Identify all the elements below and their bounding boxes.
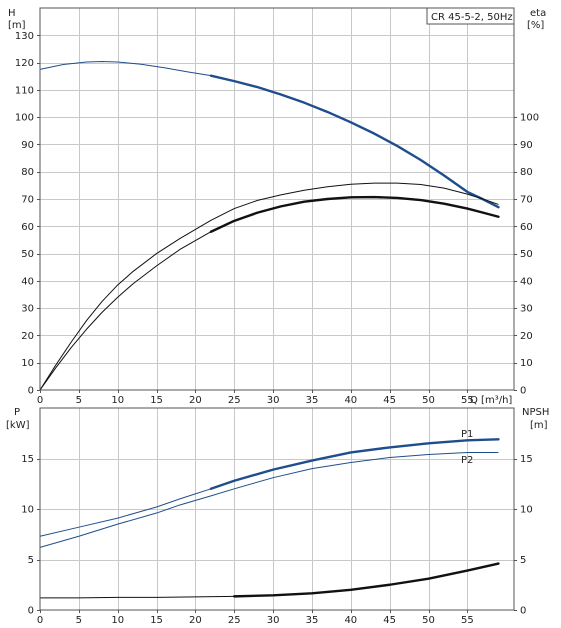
- y-left-tick-label: 120: [15, 58, 34, 69]
- x-tick-label: 50: [422, 615, 435, 626]
- bottom-y-left-label-name: P: [14, 407, 20, 418]
- top-chart-frame: [39, 7, 515, 391]
- series-line-bold-npsh: [233, 562, 500, 598]
- y-right-tick-label: 90: [520, 140, 533, 151]
- y-left-tick-label: 10: [21, 358, 34, 369]
- x-tick-label: 30: [267, 615, 280, 626]
- title-box: [426, 7, 515, 25]
- chart-title: CR 45-5-2, 50Hz: [431, 12, 513, 23]
- x-tick-label: 40: [344, 395, 357, 406]
- y-left-tick-label: 50: [21, 249, 34, 260]
- bottom-y-right-label-name: NPSH: [522, 407, 549, 418]
- series-line-bold-power_p1: [209, 438, 500, 490]
- y-left-tick-label: 0: [28, 386, 34, 397]
- x-tick-label: 30: [267, 395, 280, 406]
- x-tick-label: 45: [383, 395, 396, 406]
- x-tick-label: 35: [306, 615, 319, 626]
- x-tick-label: 25: [228, 395, 241, 406]
- bottom-chart-grid: [40, 408, 514, 610]
- y-right-tick-label: 60: [520, 222, 533, 233]
- series-label-p1: P1: [461, 429, 473, 440]
- y-left-tick-label: 90: [21, 140, 34, 151]
- y-right-tick-label: 20: [520, 331, 533, 342]
- x-tick-label: 20: [189, 615, 202, 626]
- y-right-tick-label: 10: [520, 505, 533, 516]
- bottom-chart-ticks: 0 5 10 15 20 25 30 35 40 45 50 55 0 5 10 15 0 5 10 15: [21, 454, 532, 626]
- y-left-tick-label: 30: [21, 304, 34, 315]
- y-left-tick-label: 10: [21, 505, 34, 516]
- x-tick-label: 50: [422, 395, 435, 406]
- series-line-power_p2: [39, 451, 499, 548]
- y-left-tick-label: 80: [21, 167, 34, 178]
- y-right-tick-label: 100: [520, 113, 539, 124]
- top-chart-ticks: 0 5 10 15 20 25 30 35 40 45 50 55 0 10 20 30 40 50 60 70 80 9…: [15, 31, 539, 406]
- x-tick-label: 0: [37, 615, 43, 626]
- y-left-tick-label: 0: [28, 606, 34, 617]
- x-tick-label: 55: [461, 615, 474, 626]
- y-right-tick-label: 15: [520, 454, 533, 465]
- x-tick-label: 0: [37, 395, 43, 406]
- y-right-tick-label: 40: [520, 276, 533, 287]
- y-right-tick-label: 30: [520, 304, 533, 315]
- top-y-right-label-unit: [%]: [527, 20, 544, 31]
- y-left-tick-label: 40: [21, 276, 34, 287]
- series-label-p2: P2: [461, 455, 473, 466]
- y-left-tick-label: 100: [15, 113, 34, 124]
- bottom-chart-series: [39, 438, 500, 599]
- top-y-right-label-name: eta: [530, 8, 546, 19]
- top-chart-series: [39, 60, 500, 391]
- x-tick-label: 15: [150, 615, 163, 626]
- top-y-left-label-unit: [m]: [8, 20, 26, 31]
- y-left-tick-label: 5: [28, 555, 34, 566]
- y-left-tick-label: 110: [15, 85, 34, 96]
- x-tick-label: 5: [76, 615, 82, 626]
- top-chart-grid: [40, 8, 514, 390]
- y-right-tick-label: 80: [520, 167, 533, 178]
- y-right-tick-label: 0: [520, 606, 526, 617]
- series-line-bold-efficiency_p1: [209, 195, 500, 233]
- x-tick-label: 45: [383, 615, 396, 626]
- x-tick-label: 55: [461, 395, 474, 406]
- y-right-tick-label: 70: [520, 195, 533, 206]
- bottom-y-left-label-unit: [kW]: [6, 420, 30, 431]
- x-tick-label: 35: [306, 395, 319, 406]
- x-tick-label: 15: [150, 395, 163, 406]
- y-left-tick-label: 70: [21, 195, 34, 206]
- y-right-tick-label: 10: [520, 358, 533, 369]
- series-line-bold-head: [209, 74, 500, 209]
- bottom-y-right-label-unit: [m]: [530, 420, 548, 431]
- y-right-tick-label: 50: [520, 249, 533, 260]
- series-line-efficiency_p2: [39, 182, 499, 391]
- top-y-left-label-name: H: [8, 8, 16, 19]
- y-right-tick-label: 5: [520, 555, 526, 566]
- y-left-tick-label: 20: [21, 331, 34, 342]
- y-left-tick-label: 130: [15, 31, 34, 42]
- x-tick-label: 10: [111, 615, 124, 626]
- x-tick-label: 10: [111, 395, 124, 406]
- x-tick-label: 40: [344, 615, 357, 626]
- y-right-tick-label: 0: [520, 386, 526, 397]
- x-tick-label: 5: [76, 395, 82, 406]
- top-x-axis-label: Q [m³/h]: [470, 395, 512, 406]
- x-tick-label: 25: [228, 615, 241, 626]
- y-left-tick-label: 60: [21, 222, 34, 233]
- x-tick-label: 20: [189, 395, 202, 406]
- bottom-chart-frame: [39, 407, 515, 611]
- y-left-tick-label: 15: [21, 454, 34, 465]
